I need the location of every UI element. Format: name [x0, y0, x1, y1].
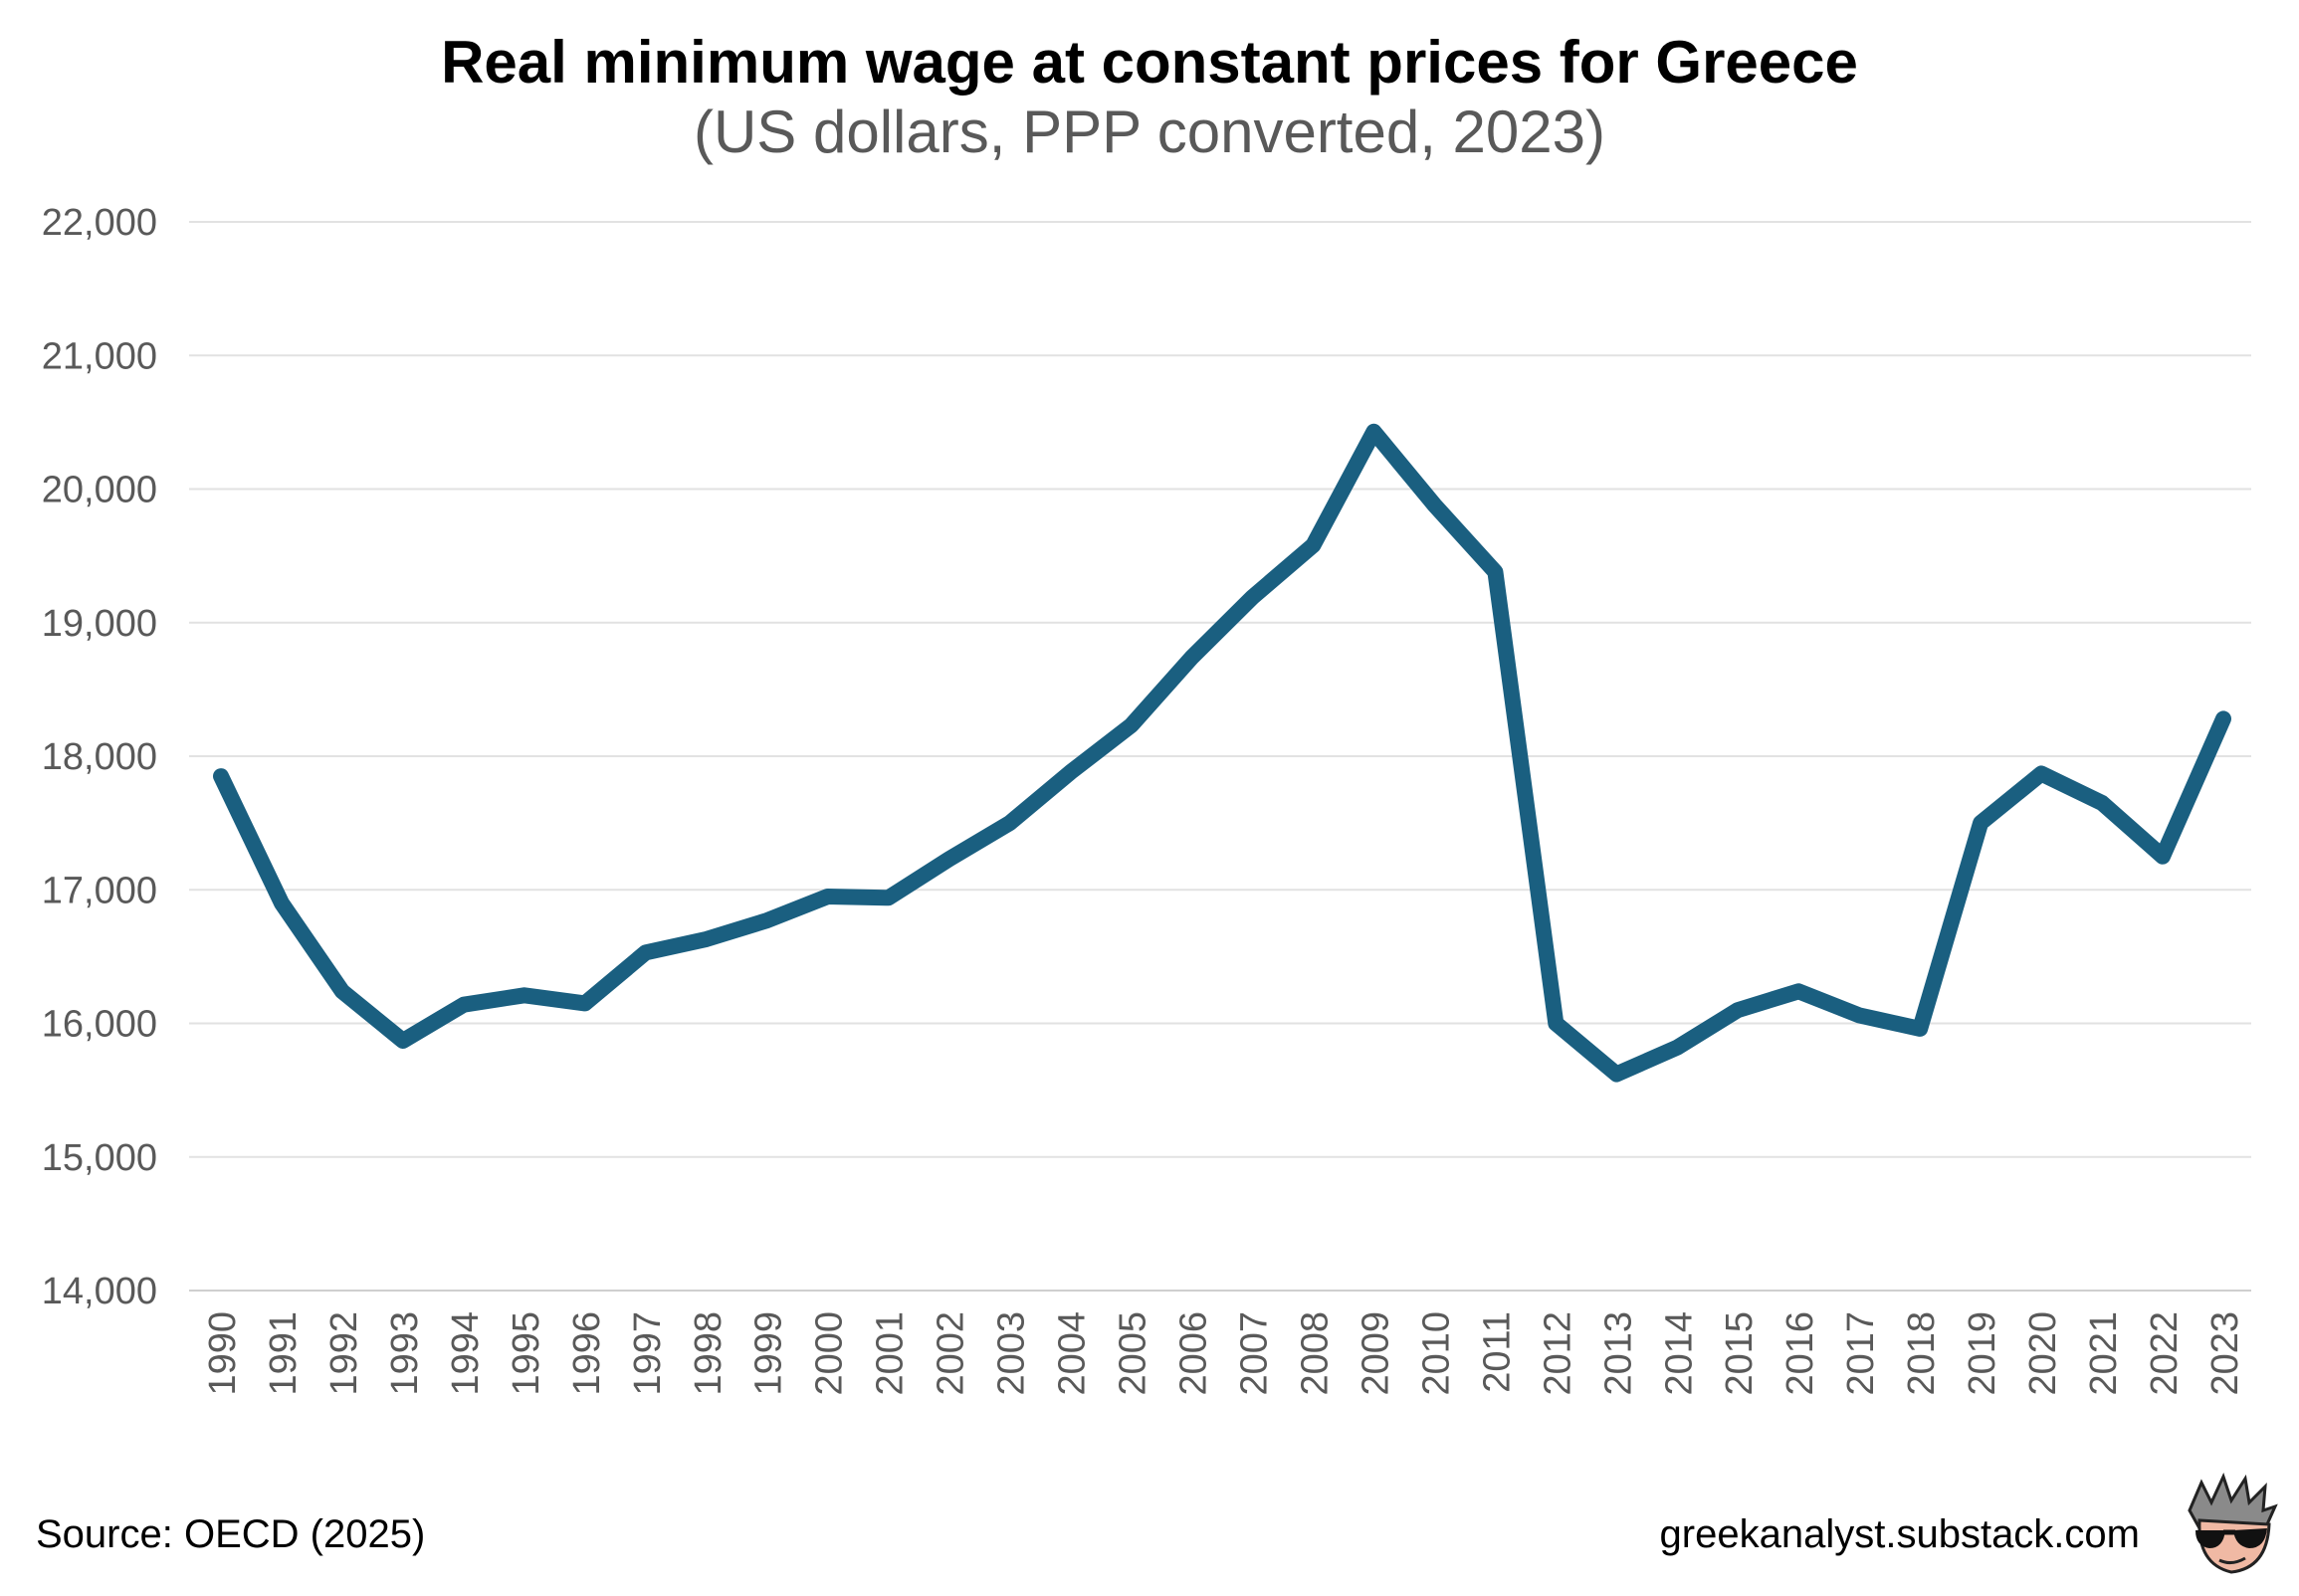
x-tick-label: 2016 [1779, 1311, 1821, 1396]
x-tick-label: 2001 [870, 1311, 912, 1396]
x-tick-label: 1998 [688, 1311, 730, 1396]
x-tick-label: 2005 [1113, 1311, 1154, 1396]
x-tick-label: 2022 [2144, 1311, 2186, 1396]
y-tick-label: 20,000 [42, 470, 157, 511]
source-note: Source: OECD (2025) [36, 1512, 426, 1556]
series-layer [213, 423, 2231, 1083]
x-tick-label: 2023 [2204, 1311, 2246, 1396]
x-tick-label: 1993 [384, 1311, 426, 1396]
x-tick-label: 2011 [1476, 1311, 1518, 1393]
y-tick-label: 16,000 [42, 1004, 157, 1046]
x-tick-label: 2012 [1537, 1311, 1578, 1396]
x-tick-label: 1997 [627, 1311, 669, 1396]
chart-subtitle: (US dollars, PPP converted, 2023) [693, 99, 1606, 165]
y-tick-label: 19,000 [42, 603, 157, 645]
x-tick-label: 2007 [1233, 1311, 1275, 1396]
x-tick-label: 2002 [931, 1311, 972, 1396]
x-tick-label: 1991 [263, 1311, 305, 1396]
x-tick-label: 1992 [323, 1311, 365, 1396]
x-tick-label: 2013 [1597, 1311, 1639, 1396]
grid-lines [189, 221, 2251, 1292]
x-tick-label: 1990 [202, 1311, 244, 1396]
x-tick-label: 2006 [1173, 1311, 1215, 1396]
y-tick-label: 14,000 [42, 1271, 157, 1312]
y-tick-label: 15,000 [42, 1137, 157, 1179]
mascot-sunglasses-icon [2188, 1473, 2278, 1574]
y-tick-label: 21,000 [42, 335, 157, 377]
y-tick-label: 17,000 [42, 870, 157, 911]
x-tick-label: 1999 [748, 1311, 790, 1396]
x-tick-label: 2003 [991, 1311, 1033, 1396]
x-tick-label: 2015 [1719, 1311, 1761, 1396]
x-tick-label: 2014 [1658, 1311, 1700, 1396]
x-tick-label: 2008 [1294, 1311, 1336, 1396]
x-tick-label: 2021 [2083, 1311, 2125, 1396]
x-tick-label: 2019 [1962, 1311, 2003, 1396]
x-tick-label: 2018 [1901, 1311, 1943, 1396]
y-tick-label: 22,000 [42, 202, 157, 244]
x-tick-label: 2000 [809, 1311, 851, 1396]
x-tick-label: 2009 [1355, 1311, 1396, 1396]
site-url: greekanalyst.substack.com [1659, 1512, 2140, 1556]
x-tick-label: 2020 [2022, 1311, 2064, 1396]
y-tick-label: 18,000 [42, 736, 157, 778]
x-tick-label: 2017 [1840, 1311, 1882, 1396]
x-tick-label: 2004 [1052, 1311, 1094, 1396]
chart-title: Real minimum wage at constant prices for… [441, 29, 1858, 96]
series-line [213, 423, 2231, 1083]
x-tick-label: 2010 [1415, 1311, 1457, 1396]
x-tick-label: 1995 [506, 1311, 547, 1396]
x-tick-label: 1994 [445, 1311, 487, 1396]
y-axis-tick-labels: 14,000 15,000 16,000 17,000 18,000 19,000 20,0… [42, 202, 157, 1312]
x-tick-label: 1996 [566, 1311, 608, 1396]
x-axis-tick-labels: 1990 1991 1992 1993 1994 1995 1996 1997 1998 1999… [202, 1311, 2246, 1396]
